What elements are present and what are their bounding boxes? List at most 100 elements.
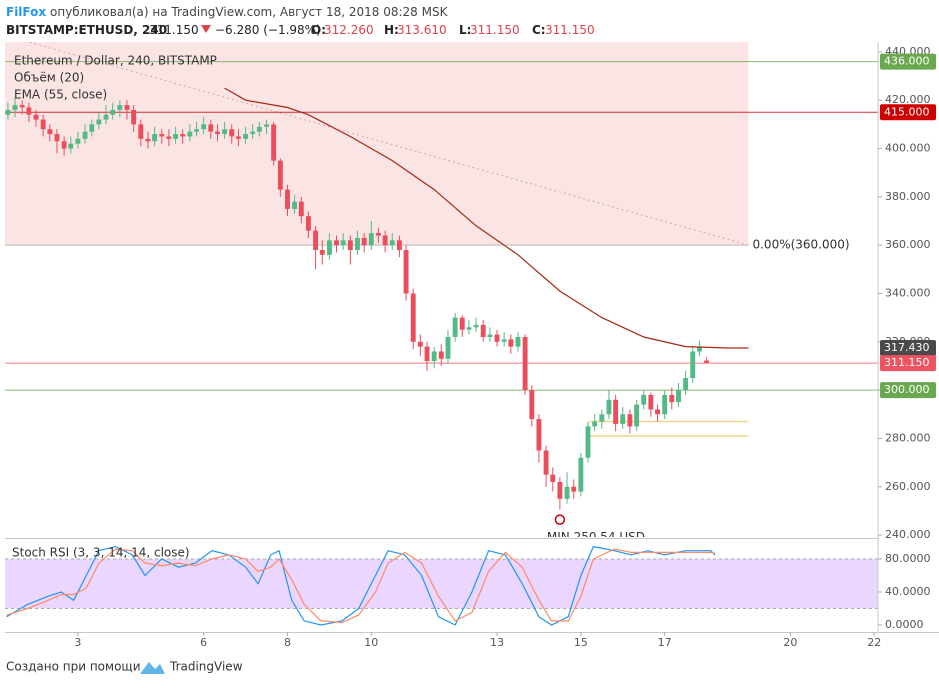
candle-body bbox=[445, 336, 451, 359]
candle-body bbox=[340, 240, 346, 246]
published: опубликовал(а) на TradingView.com, Авгус… bbox=[50, 5, 449, 19]
ohlc-value: 313.610 bbox=[397, 23, 447, 37]
candle-body bbox=[557, 481, 563, 499]
candle-body bbox=[5, 109, 11, 115]
candle-body bbox=[487, 334, 493, 337]
candle-body bbox=[271, 124, 277, 161]
candle-body bbox=[515, 336, 521, 347]
price-label-box bbox=[880, 104, 936, 121]
min-marker bbox=[554, 514, 566, 525]
candle-body bbox=[334, 240, 339, 246]
candle-body bbox=[417, 341, 423, 347]
ohlc-value: 311.150 bbox=[545, 23, 595, 37]
y-tick-label: 360.000 bbox=[885, 238, 931, 251]
candle-body bbox=[452, 317, 458, 337]
candle-body bbox=[494, 334, 500, 342]
price-label-box bbox=[880, 355, 936, 372]
price-pane: MIN 250.54 USD 0.00%(360.000) bbox=[5, 42, 878, 537]
candle-body bbox=[592, 421, 598, 427]
candle-body bbox=[522, 336, 528, 391]
fib-label: 0.00%(360.000) bbox=[752, 238, 849, 252]
candle-body bbox=[222, 129, 228, 135]
candle-body bbox=[19, 105, 25, 108]
candle-body bbox=[264, 124, 269, 127]
candle-body bbox=[627, 414, 633, 427]
x-tick-label: 8 bbox=[284, 636, 291, 649]
price-label: 436.000 bbox=[884, 55, 930, 68]
stoch-pane bbox=[5, 545, 878, 626]
ema-label: EMA (55, close) bbox=[14, 88, 107, 102]
change: −6.280 (−1.98%) bbox=[215, 23, 321, 37]
candle-body bbox=[620, 414, 626, 424]
candle-body bbox=[501, 339, 507, 342]
candle-body bbox=[173, 134, 179, 139]
candle-body bbox=[424, 346, 430, 362]
y-tick-label: 400.000 bbox=[885, 142, 931, 155]
candle-body bbox=[110, 109, 116, 115]
candle-body bbox=[382, 235, 388, 246]
candle-body bbox=[361, 237, 367, 246]
candle-body bbox=[305, 216, 311, 231]
quote-line: BITSTAMP:ETHUSD, 240 311.150 −6.280 (−1.… bbox=[6, 23, 595, 37]
candle-body bbox=[529, 390, 535, 420]
candle-body bbox=[326, 240, 332, 255]
candle-body bbox=[613, 399, 619, 424]
author: FilFox bbox=[6, 5, 46, 19]
candle-body bbox=[389, 240, 395, 246]
publish-line: FilFox опубликовал(а) на TradingView.com… bbox=[6, 5, 449, 19]
candle-body bbox=[375, 233, 381, 236]
candle-body bbox=[75, 138, 81, 144]
x-tick-label: 22 bbox=[867, 636, 881, 649]
candle-body bbox=[68, 143, 74, 149]
candle-body bbox=[138, 124, 144, 139]
last-price: 311.150 bbox=[149, 23, 199, 37]
candle-body bbox=[243, 134, 249, 139]
stoch-tick-label: 80.0000 bbox=[885, 552, 931, 565]
x-tick-label: 13 bbox=[490, 636, 504, 649]
candle-body bbox=[215, 131, 220, 135]
candle-body bbox=[571, 486, 577, 492]
candle-body bbox=[459, 317, 465, 330]
candle-body bbox=[187, 131, 193, 137]
candle-body bbox=[410, 293, 416, 342]
y-tick-label: 380.000 bbox=[885, 190, 931, 203]
stoch-tick-label: 0.0000 bbox=[885, 618, 924, 631]
candle-body bbox=[277, 160, 283, 190]
candle-body bbox=[313, 230, 319, 251]
candle-body bbox=[201, 124, 207, 130]
candle-body bbox=[431, 351, 437, 362]
x-tick-label: 15 bbox=[574, 636, 588, 649]
candle-body bbox=[250, 131, 256, 135]
ohlc-label: L: bbox=[459, 23, 471, 37]
candle-body bbox=[256, 126, 262, 132]
candle-body bbox=[662, 394, 668, 415]
ohlc-label: H: bbox=[384, 23, 399, 37]
candle-body bbox=[508, 339, 514, 347]
candle-body bbox=[82, 131, 88, 139]
candle-body bbox=[676, 390, 681, 403]
footer-brand[interactable]: TradingView bbox=[169, 660, 243, 674]
stoch-title: Stoch RSI (3, 3, 14, 14, close) bbox=[12, 546, 190, 560]
ohlc-value: 311.150 bbox=[470, 23, 520, 37]
candle-body bbox=[131, 109, 137, 125]
symbol: BITSTAMP:ETHUSD, 240 bbox=[6, 23, 167, 37]
candle-body bbox=[33, 114, 39, 120]
price-label: 300.000 bbox=[884, 383, 930, 396]
price-label: 317.430 bbox=[884, 341, 930, 354]
x-tick-label: 17 bbox=[658, 636, 672, 649]
volume-label: Объём (20) bbox=[14, 71, 84, 85]
candle-body bbox=[648, 394, 654, 410]
candle-body bbox=[292, 201, 298, 209]
candle-body bbox=[61, 141, 67, 149]
candle-body bbox=[606, 399, 612, 415]
candle-body bbox=[368, 233, 374, 246]
ohlc-label: O: bbox=[311, 23, 326, 37]
candle-body bbox=[550, 474, 556, 482]
candle-body bbox=[683, 378, 689, 391]
chart-title: Ethereum / Dollar, 240, BITSTAMP bbox=[14, 54, 217, 68]
y-tick-label: 240.000 bbox=[885, 528, 931, 541]
candle-body bbox=[564, 486, 570, 499]
candle-body bbox=[180, 134, 186, 137]
candle-body bbox=[319, 250, 325, 255]
candle-body bbox=[285, 189, 290, 209]
